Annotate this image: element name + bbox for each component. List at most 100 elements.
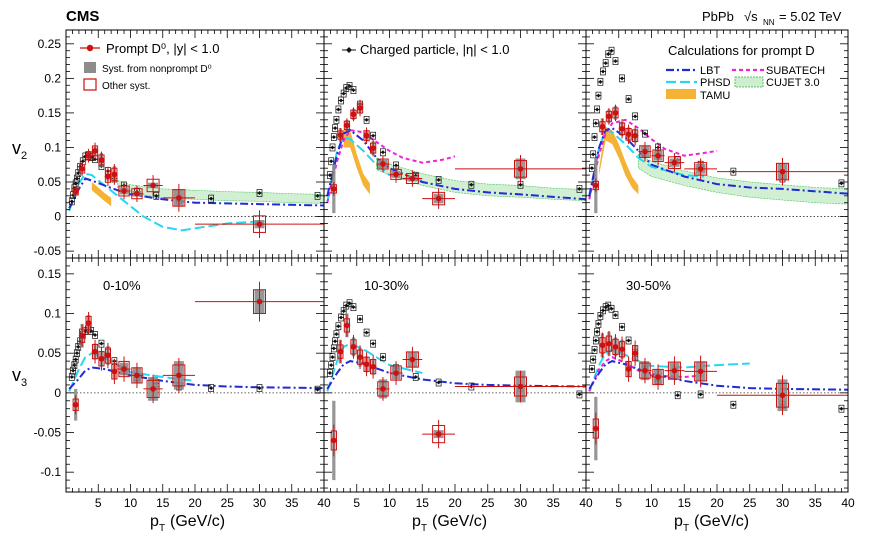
charged-point [329,363,334,368]
prompt-d-point [697,166,704,172]
prompt-d-point [612,110,619,116]
charged-point [577,392,582,397]
charged-point [698,392,703,397]
prompt-d-point [256,298,263,305]
prompt-d-point [92,348,98,355]
charged-point [620,76,625,81]
charged-point [589,166,594,171]
svg-text:(GeV/c): (GeV/c) [432,513,487,530]
y-tick-label: -0.05 [34,426,62,440]
charged-point [358,317,363,322]
charged-point [518,182,523,187]
prompt-d-point [357,105,363,111]
svg-text:PbPb: PbPb [702,9,734,24]
x-tick-label: 30 [776,496,790,510]
charged-point [731,402,736,407]
charged-point [380,150,385,155]
prompt-d-point [92,148,98,154]
panel-plot-area [324,82,586,217]
prompt-d-point [409,175,416,182]
prompt-d-point [357,354,363,360]
legend-lbt-label: LBT [700,65,720,77]
prompt-d-point [105,352,111,359]
svg-text:(GeV/c): (GeV/c) [694,513,749,530]
svg-text:2: 2 [21,150,27,162]
charged-point [74,176,79,181]
charged-point [589,367,594,372]
prompt-d-point [134,190,140,197]
x-axis-title-3: p T (GeV/c) [674,513,749,534]
prompt-d-point [671,159,678,166]
panel-v2-30-50 [585,29,849,259]
prompt-d-point [393,171,399,178]
prompt-d-point [409,356,416,363]
subatech-curve [326,129,456,203]
legend-prompt-d-marker [86,44,94,52]
charged-point [593,121,598,126]
charged-point [154,193,159,198]
panel-v2-10-30 [323,29,587,259]
x-tick-label: 10 [124,496,138,510]
charged-point [595,329,600,334]
prompt-d-point [331,186,337,192]
prompt-d-point [98,157,105,163]
x-tick-label: 40 [579,496,593,510]
prompt-d-point [380,161,386,167]
charged-point [371,133,376,138]
svg-text:= 5.02 TeV: = 5.02 TeV [779,9,842,24]
prompt-d-point [599,123,606,130]
panel-plot-area [324,299,586,481]
charged-point [595,107,600,112]
prompt-d-point [671,367,678,374]
charged-point [331,346,336,351]
svg-text:p: p [412,513,421,530]
charged-point [209,386,214,391]
legend-nonprompt-label: Syst. from nonprompt D⁰ [102,64,212,75]
charged-point [577,186,582,191]
panel-v3-10-30: 5 10 15 20 25 30 35 40 [323,257,593,510]
x-tick-label: 35 [547,496,561,510]
charged-point [331,135,336,140]
prompt-d-point [435,195,442,202]
prompt-d-point [642,367,648,374]
svg-text:3: 3 [21,377,27,389]
charged-point [339,315,344,320]
charged-point [327,371,332,376]
y-tick-label: 0.05 [38,175,62,189]
prompt-d-point [380,386,386,392]
charged-point [633,114,638,119]
prompt-d-point [655,374,661,380]
prompt-d-point [370,363,376,370]
charged-point [596,93,601,98]
charged-point [329,159,334,164]
legend-subatech-label: SUBATECH [766,65,825,77]
charged-point [333,126,338,131]
x-tick-label: 35 [809,496,823,510]
x-tick-label: 35 [285,496,299,510]
y-tick-label: 0.15 [38,106,62,120]
charged-point [72,363,77,368]
x-tick-label: 10 [383,496,397,510]
prompt-d-point [85,320,92,326]
lbt-curve [326,360,586,390]
prompt-d-point [121,188,127,194]
tamu-band [343,130,370,195]
svg-text:T: T [683,523,689,534]
x-tick-label: 40 [841,496,855,510]
x-tick-label: 5 [615,496,622,510]
legend-models: Calculations for prompt D LBT SUBATECH P… [666,43,825,102]
x-axis-title-1: p T (GeV/c) [150,513,225,534]
charged-point [333,339,338,344]
panel-frame [323,29,587,259]
panel-plot-area [586,46,848,217]
prompt-d-point [98,355,105,362]
charged-point [364,117,369,122]
x-tick-label: 5 [95,496,102,510]
prompt-d-point [393,370,399,376]
y-tick-label: 0.2 [44,71,61,85]
svg-text:(GeV/c): (GeV/c) [170,513,225,530]
centrality-label-30-50: 30-50% [626,278,671,293]
charged-point [598,79,603,84]
prompt-d-point [632,132,638,139]
charged-point [330,355,335,360]
